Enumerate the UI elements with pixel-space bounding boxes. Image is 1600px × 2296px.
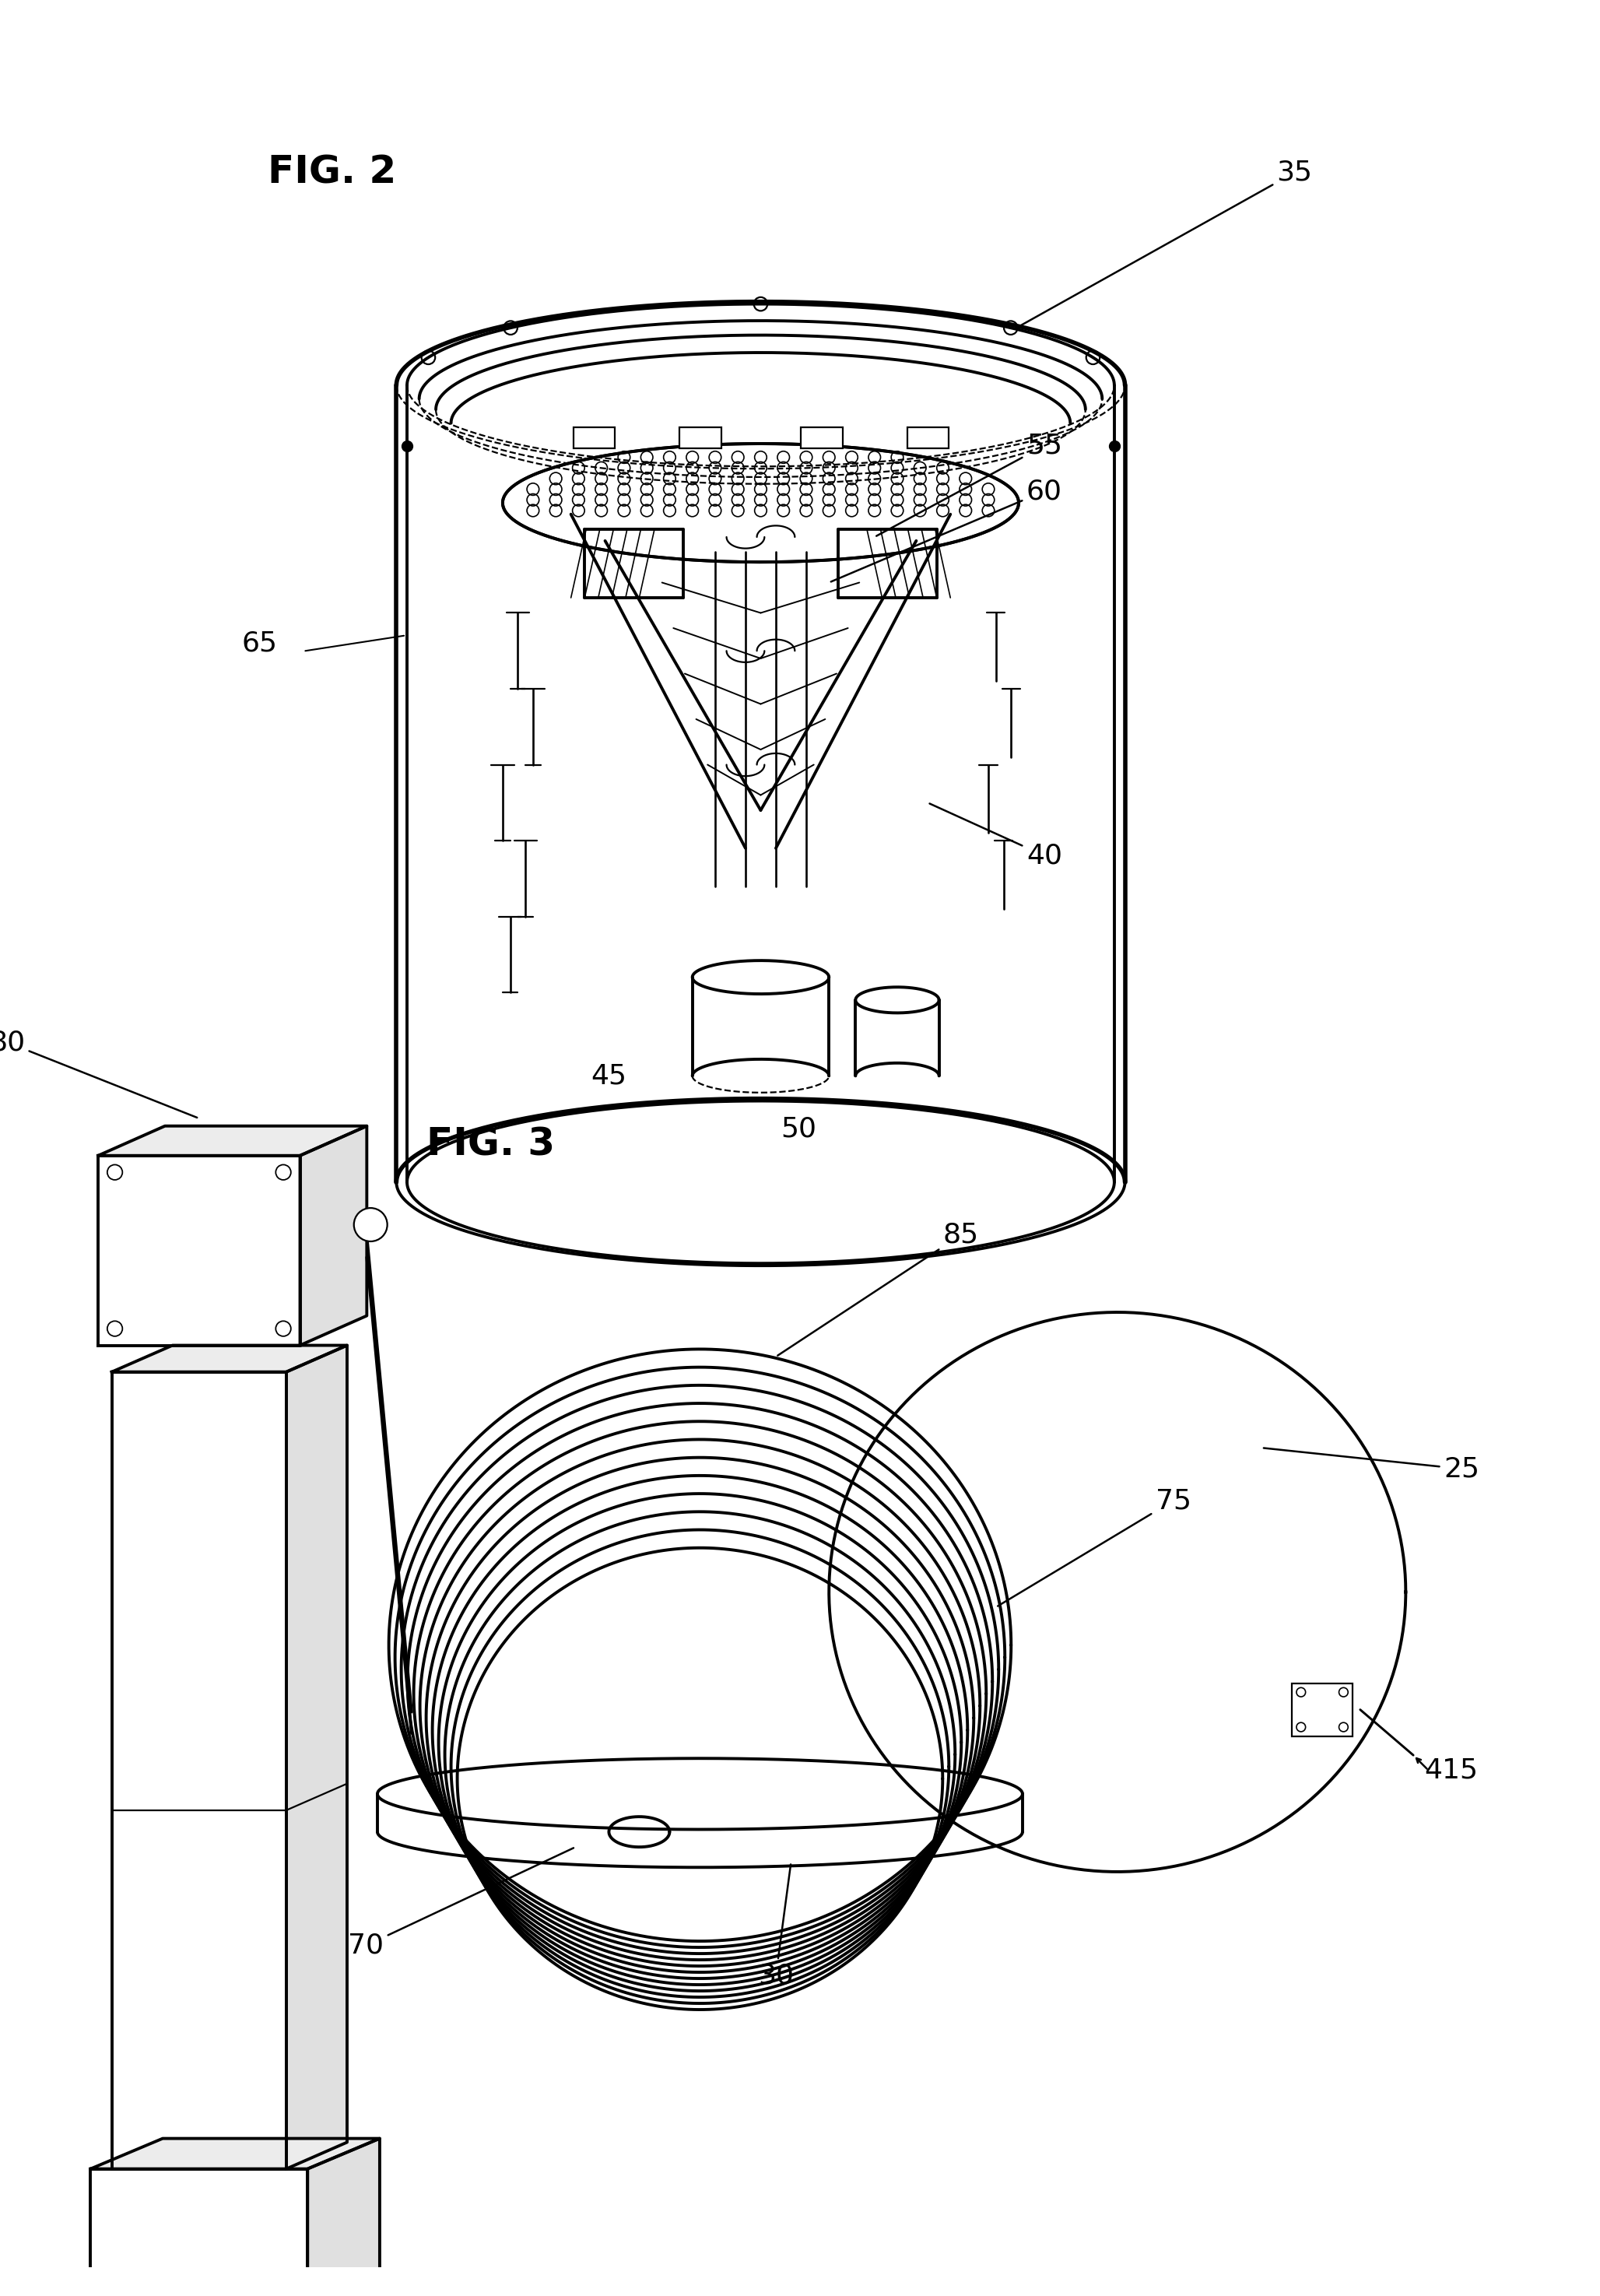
Polygon shape (829, 1313, 1406, 1871)
Polygon shape (322, 2289, 400, 2296)
Bar (1291, 1683, 1352, 1736)
Text: 415: 415 (1424, 1756, 1478, 1784)
Circle shape (354, 1208, 387, 1242)
Text: 70: 70 (349, 1848, 573, 1958)
Text: 35: 35 (1018, 158, 1312, 328)
FancyBboxPatch shape (680, 427, 722, 448)
Polygon shape (286, 1345, 347, 2170)
Polygon shape (91, 2138, 379, 2170)
Polygon shape (307, 2138, 379, 2296)
Text: 30: 30 (758, 1864, 794, 1988)
Text: 40: 40 (930, 804, 1062, 868)
Text: FIG. 3: FIG. 3 (427, 1125, 555, 1162)
Text: 60: 60 (830, 478, 1062, 581)
Polygon shape (98, 1125, 366, 1155)
Text: 65: 65 (242, 629, 278, 657)
Polygon shape (112, 1373, 286, 2170)
FancyBboxPatch shape (573, 427, 614, 448)
Polygon shape (77, 2289, 400, 2296)
Text: 25: 25 (1264, 1449, 1480, 1483)
Polygon shape (91, 2170, 307, 2296)
Text: 85: 85 (778, 1221, 979, 1355)
Polygon shape (301, 1125, 366, 1345)
Text: 80: 80 (0, 1029, 197, 1118)
Text: 50: 50 (781, 1116, 816, 1141)
Text: 75: 75 (998, 1488, 1190, 1607)
Text: FIG. 2: FIG. 2 (267, 154, 395, 191)
Polygon shape (112, 1345, 347, 1373)
Text: 45: 45 (590, 1063, 627, 1088)
Polygon shape (502, 443, 1019, 503)
Text: 55: 55 (877, 432, 1062, 535)
Polygon shape (98, 1155, 301, 1345)
FancyBboxPatch shape (907, 427, 949, 448)
FancyBboxPatch shape (802, 427, 843, 448)
